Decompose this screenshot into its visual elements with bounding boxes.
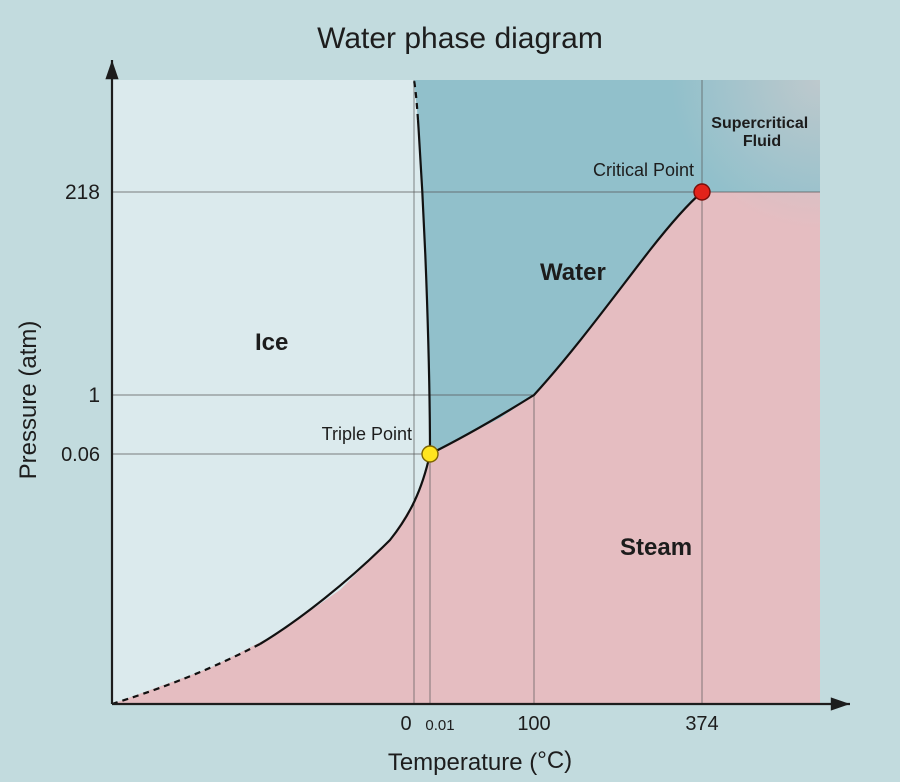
x-tick-label: 374 [685, 713, 718, 735]
water-phase-diagram: 0 0.01 100 374 0.06 1 218 Triple Point Critic… [0, 0, 900, 782]
y-tick-label: 1 [88, 384, 100, 407]
x-tick-label: 100 [517, 713, 550, 735]
chart-title: Water phase diagram [317, 22, 603, 55]
region-label-water: Water [540, 259, 606, 286]
x-tick-label: 0 [400, 713, 411, 735]
y-tick-label: 0.06 [61, 444, 100, 466]
x-tick-label: 0.01 [425, 717, 454, 734]
critical-point-label: Critical Point [593, 160, 694, 180]
y-tick-label: 218 [65, 181, 100, 204]
triple-point-label: Triple Point [322, 424, 412, 444]
y-axis-label: Pressure (atm) [15, 321, 42, 480]
region-label-ice: Ice [255, 329, 288, 356]
triple-point [422, 446, 438, 462]
critical-point [694, 184, 710, 200]
region-label-steam: Steam [620, 534, 692, 561]
x-axis-label: Temperature (°C) [388, 747, 572, 776]
plot-area [112, 80, 820, 704]
